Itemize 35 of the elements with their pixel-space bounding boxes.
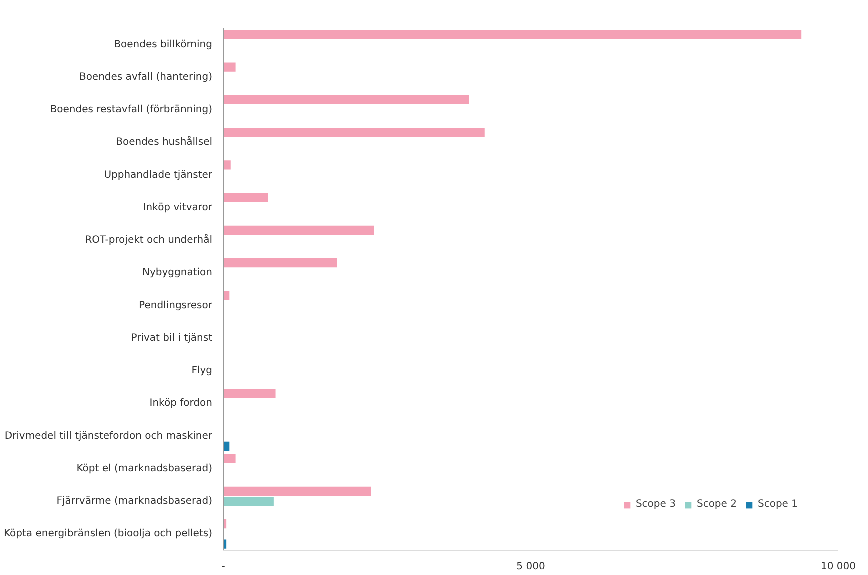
bar <box>224 291 230 300</box>
y-tick-label: Köpta energibränslen (bioolja och pellets) <box>4 528 213 540</box>
y-tick-label: Boendes avfall (hantering) <box>79 72 213 83</box>
bar <box>224 226 374 236</box>
y-tick-label: Flyg <box>192 366 212 377</box>
x-tick-label: 5 000 <box>516 562 546 572</box>
bar <box>224 62 236 72</box>
bar <box>224 95 470 105</box>
y-tick-label: Boendes restavfall (förbränning) <box>50 104 213 116</box>
y-tick-label: Pendlingsresor <box>139 300 214 312</box>
bar <box>224 160 231 170</box>
legend-label: Scope 3 <box>636 499 676 510</box>
legend-label: Scope 2 <box>696 499 737 510</box>
y-tick-label: Inköp vitvaror <box>143 202 214 214</box>
bar <box>224 389 276 398</box>
y-tick-label: Fjärrvärme (marknadsbaserad) <box>56 496 213 508</box>
bar <box>224 454 236 464</box>
bar <box>224 128 485 138</box>
y-tick-label: ROT-projekt och underhål <box>85 234 213 246</box>
y-tick-label: Boendes billkörning <box>114 39 213 50</box>
y-tick-label: Köpt el (marknadsbaserad) <box>76 463 213 474</box>
y-tick-label: Nybyggnation <box>142 268 213 279</box>
bar <box>224 486 372 496</box>
y-tick-label: Upphandlade tjänster <box>104 170 214 181</box>
bar <box>224 30 802 40</box>
bar <box>224 496 274 506</box>
bar <box>224 193 268 202</box>
y-tick-label: Boendes hushållsel <box>116 136 212 148</box>
x-tick-label: 10 000 <box>821 562 856 572</box>
y-tick-label: Inköp fordon <box>150 398 213 410</box>
y-tick-label: Privat bil i tjänst <box>131 332 213 344</box>
x-tick-label: - <box>222 562 226 572</box>
legend-label: Scope 1 <box>758 499 798 510</box>
bar <box>224 258 338 268</box>
y-tick-label: Drivmedel till tjänstefordon och maskiner <box>4 430 214 442</box>
